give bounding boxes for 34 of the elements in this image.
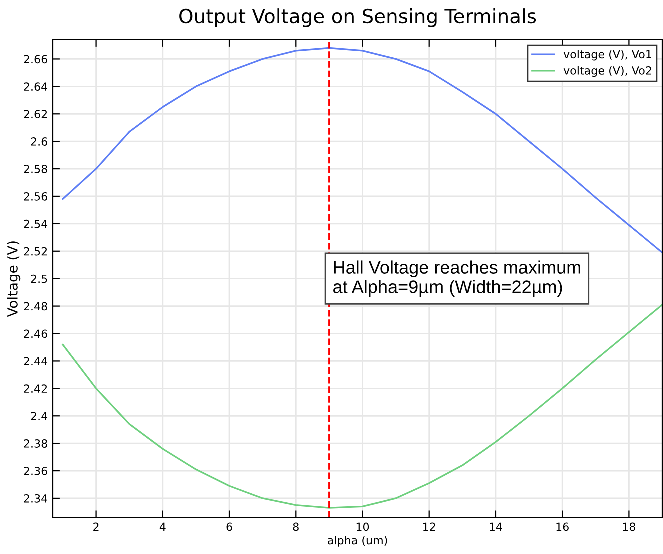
y-tick-label: 2.66: [24, 55, 48, 64]
legend-label: voltage (V), Vo1: [564, 50, 652, 61]
x-tick-label: 12: [424, 522, 436, 532]
x-axis-title: alpha (um): [328, 536, 388, 547]
y-tick-label: 2.34: [24, 494, 48, 503]
y-tick-label: 2.58: [24, 165, 48, 174]
line-series: [62, 304, 662, 509]
x-tick-label: 6: [226, 522, 232, 532]
y-tick-label: 2.48: [24, 302, 48, 311]
annotation: Hall Voltage reaches maximum at Alpha=9µm (Width=22µm): [334, 260, 580, 297]
y-tick-label: 2.5: [31, 274, 48, 284]
x-tick-label: 16: [556, 522, 569, 532]
y-axis-title: Voltage (V): [7, 242, 21, 318]
y-tick-label: 2.38: [24, 440, 48, 448]
line-series: [62, 47, 662, 254]
x-tick-label: 14: [490, 522, 502, 532]
x-tick-label: 2: [94, 522, 99, 532]
y-tick-label: 2.42: [24, 384, 48, 393]
y-tick-label: 2.54: [24, 220, 48, 228]
y-tick-label: 2.36: [24, 467, 48, 476]
legend-label: voltage (V), Vo2: [564, 66, 652, 78]
y-tick-label: 2.44: [24, 357, 48, 366]
y-tick-label: 2.56: [24, 192, 48, 201]
y-tick-label: 2.52: [24, 247, 48, 256]
y-tick-label: 2.6: [31, 138, 48, 146]
y-tick-label: 2.62: [24, 110, 48, 119]
x-tick-label: 18: [623, 522, 636, 532]
x-tick-label: 8: [293, 522, 299, 532]
x-tick-label: 10: [356, 522, 370, 532]
y-tick-label: 2.4: [31, 412, 48, 420]
y-tick-label: 2.64: [24, 82, 48, 92]
chart-title: Output Voltage on Sensing Terminals: [180, 8, 536, 28]
x-tick-label: 4: [160, 522, 166, 532]
y-tick-label: 2.46: [24, 330, 48, 338]
